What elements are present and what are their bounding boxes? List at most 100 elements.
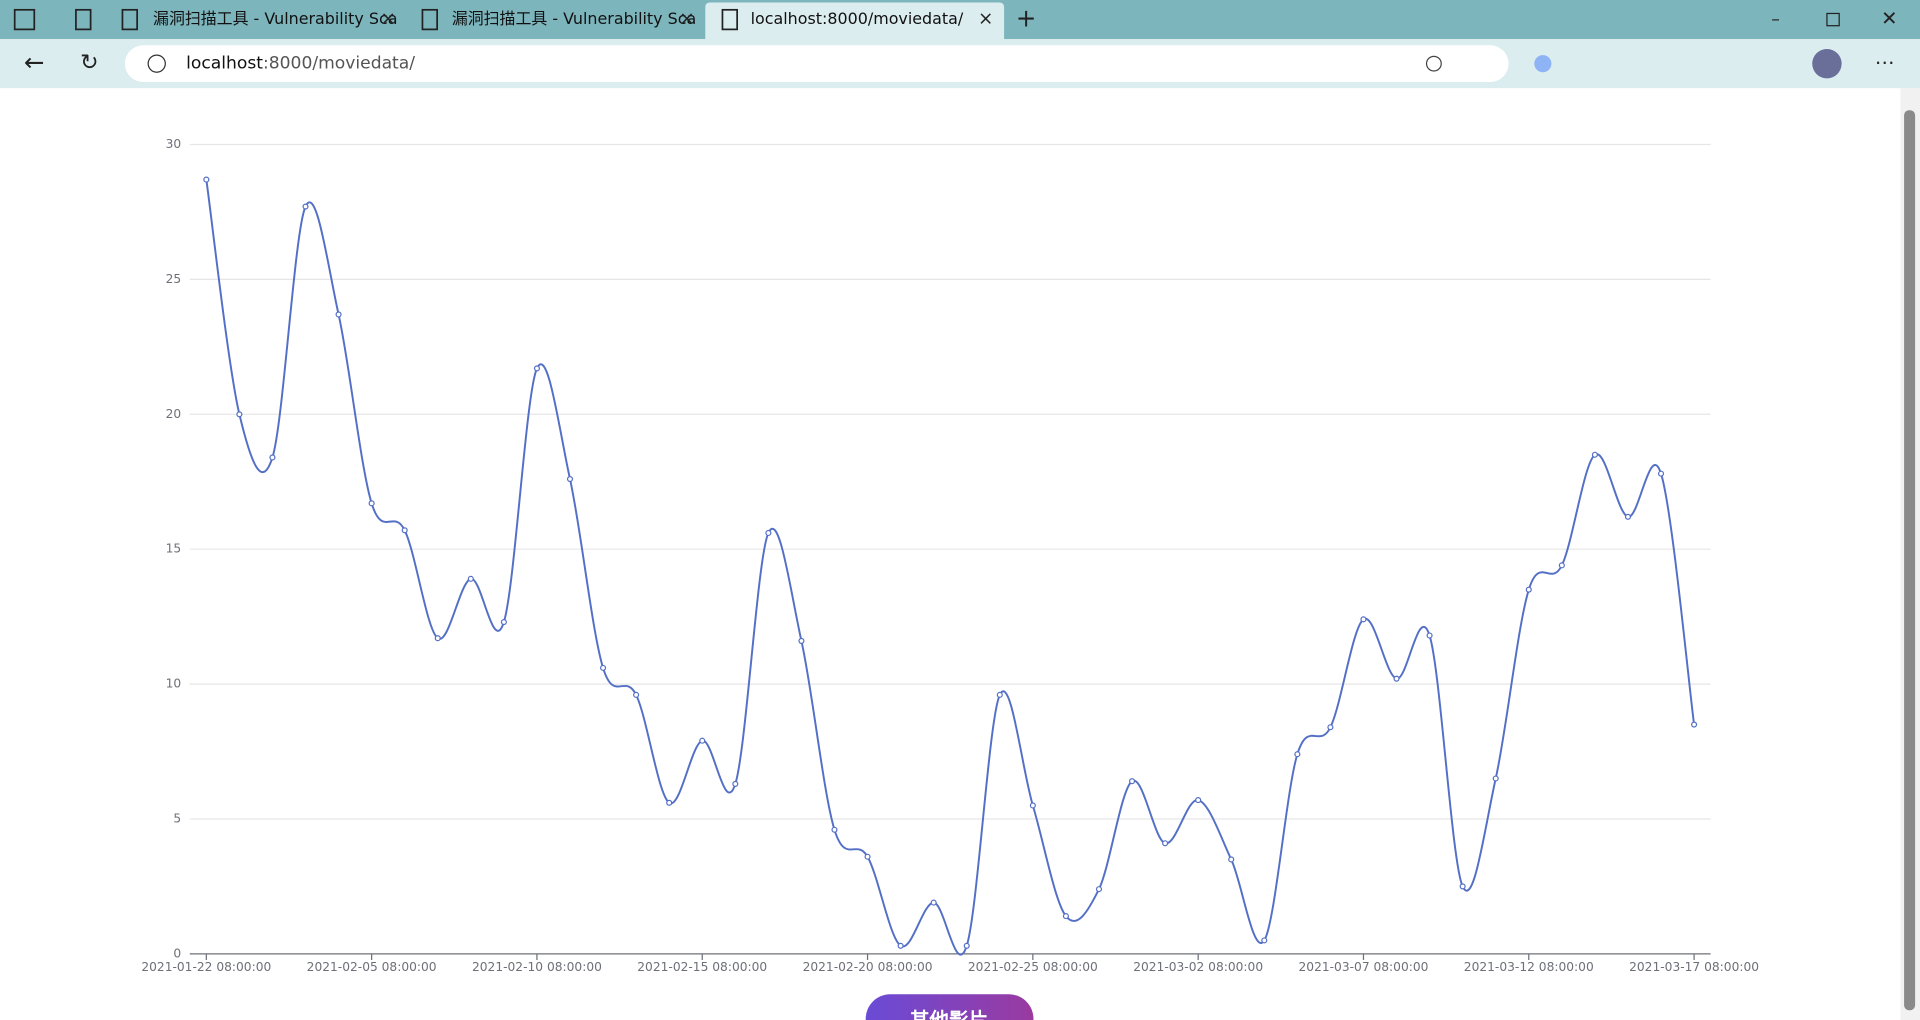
- tab-bg: [705, 2, 1005, 40]
- point: [765, 529, 772, 537]
- point: [699, 737, 706, 744]
- tab[interactable]: 漏洞扫描工具 - Vulnerability Sca ×: [421, 8, 696, 31]
- point: [831, 826, 838, 833]
- refresh[interactable]: ↻: [80, 51, 98, 76]
- scroll-thumb[interactable]: [1904, 110, 1916, 1011]
- point: [434, 635, 441, 642]
- address-bar[interactable]: [124, 45, 1509, 83]
- url-path: :8000/moviedata/: [263, 54, 415, 74]
- y-tick-label: 15: [166, 542, 182, 556]
- point: [1095, 886, 1103, 893]
- x-tick-label: 2021-02-10 08:00:00: [472, 960, 602, 974]
- copilot[interactable]: [1534, 55, 1552, 73]
- x-tick-label: 2021-03-17 08:00:00: [1629, 960, 1759, 974]
- profile[interactable]: [1812, 48, 1842, 79]
- point: [1558, 562, 1565, 569]
- point: [963, 942, 970, 949]
- point: [1029, 802, 1036, 809]
- point: [633, 691, 640, 698]
- point: [1426, 632, 1433, 639]
- point: [533, 365, 540, 372]
- point: [732, 780, 739, 787]
- new-tab[interactable]: +: [1016, 4, 1037, 33]
- point: [467, 575, 474, 582]
- tab-title: 漏洞扫描工具 - Vulnerability Sca: [153, 9, 397, 28]
- minimize[interactable]: –: [1771, 10, 1780, 30]
- point: [1360, 616, 1367, 623]
- x-tick-label: 2021-02-05 08:00:00: [307, 960, 437, 974]
- point: [302, 203, 309, 210]
- y-tick-label: 5: [173, 811, 181, 825]
- close-window[interactable]: ✕: [1881, 7, 1897, 30]
- point: [1657, 470, 1665, 477]
- tab-close[interactable]: ×: [380, 9, 395, 30]
- site-info[interactable]: [147, 54, 166, 73]
- point: [1195, 797, 1202, 804]
- other-movies-button[interactable]: [865, 994, 1034, 1020]
- x-tick-label: 2021-03-12 08:00:00: [1464, 960, 1594, 974]
- menu[interactable]: ⋯: [1875, 51, 1895, 74]
- point: [269, 454, 276, 461]
- tab-close[interactable]: ×: [978, 9, 993, 30]
- point: [500, 618, 507, 626]
- tab-icon: [721, 8, 738, 31]
- point: [566, 475, 574, 483]
- y-tick-label: 0: [173, 946, 181, 960]
- active-tab[interactable]: localhost:8000/moviedata/ ×: [705, 2, 1005, 40]
- point: [798, 637, 805, 644]
- tab-icon: [121, 8, 138, 31]
- point: [368, 500, 375, 507]
- point: [1062, 913, 1069, 920]
- tab-title: localhost:8000/moviedata/: [751, 9, 964, 28]
- x-tick-label: 2021-02-15 08:00:00: [637, 960, 767, 974]
- x-tick-label: 2021-03-02 08:00:00: [1133, 960, 1263, 974]
- point: [1327, 724, 1334, 731]
- point: [203, 176, 210, 183]
- zoom[interactable]: [1425, 55, 1442, 72]
- y-tick-label: 10: [166, 677, 182, 691]
- point: [236, 411, 243, 418]
- point: [1459, 883, 1466, 890]
- tab[interactable]: 漏洞扫描工具 - Vulnerability Sca ×: [121, 8, 397, 31]
- point: [930, 899, 937, 906]
- y-tick-label: 20: [166, 407, 182, 421]
- y-tick-label: 30: [166, 137, 182, 151]
- point: [1162, 840, 1169, 847]
- point: [401, 527, 408, 534]
- button-label: 其他影片: [910, 1009, 988, 1020]
- x-tick-label: 2021-02-25 08:00:00: [968, 960, 1098, 974]
- point: [1228, 856, 1235, 863]
- tab-close[interactable]: ×: [679, 9, 694, 30]
- point: [897, 942, 904, 949]
- line: [205, 179, 1696, 956]
- point: [1294, 751, 1301, 758]
- tab-actions-icon[interactable]: [13, 8, 36, 31]
- y-tick-label: 25: [166, 272, 182, 286]
- point: [1128, 778, 1136, 785]
- point: [1393, 675, 1400, 682]
- point: [1261, 937, 1268, 944]
- url-host: localhost: [186, 54, 263, 74]
- point: [666, 799, 673, 806]
- point: [1624, 513, 1632, 520]
- point: [1492, 775, 1499, 782]
- url: localhost:8000/moviedata/: [186, 54, 415, 74]
- tab-title: 漏洞扫描工具 - Vulnerability Sca: [452, 9, 696, 28]
- chart: 0 5 10 15 20 25 30 2021-01-22 08:00:00 2021-02-0…: [141, 137, 1759, 974]
- back[interactable]: ←: [24, 48, 45, 77]
- point: [864, 853, 871, 860]
- point: [335, 311, 342, 318]
- point: [996, 691, 1003, 698]
- point: [600, 664, 607, 671]
- point: [1691, 721, 1698, 728]
- x-tick-label: 2021-03-07 08:00:00: [1299, 960, 1429, 974]
- pinned-tab[interactable]: [75, 8, 92, 31]
- restore[interactable]: [1826, 12, 1840, 27]
- x-tick-label: 2021-01-22 08:00:00: [141, 960, 271, 974]
- point: [1525, 586, 1532, 593]
- tab-icon: [421, 8, 438, 31]
- point: [1591, 451, 1598, 458]
- x-tick-label: 2021-02-20 08:00:00: [803, 960, 933, 974]
